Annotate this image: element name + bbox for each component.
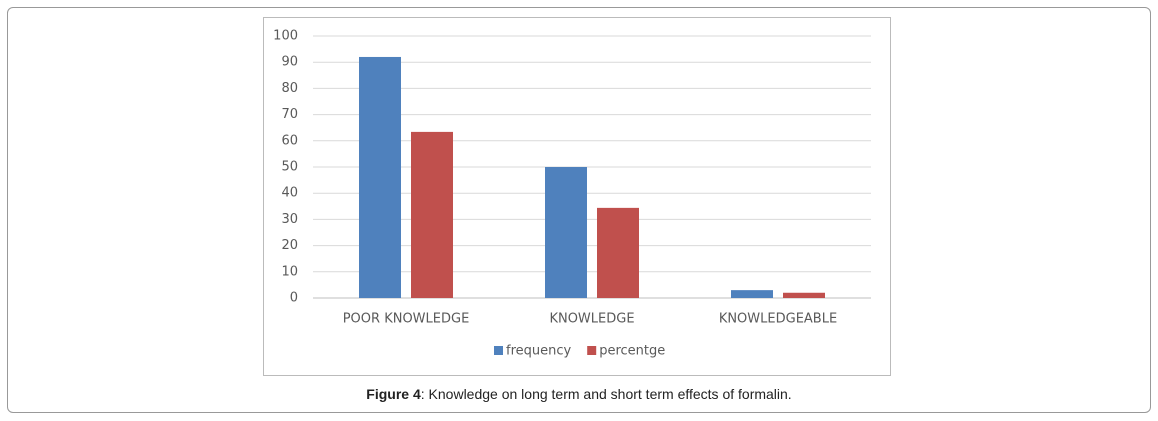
y-tick-label: 10	[281, 264, 298, 279]
caption-label: Figure 4	[366, 386, 421, 402]
y-tick-label: 30	[281, 212, 298, 227]
bar	[359, 56, 401, 299]
y-tick-label: 0	[290, 291, 298, 306]
bar	[411, 131, 453, 298]
figure-frame	[7, 7, 1151, 413]
legend-swatch	[494, 346, 503, 355]
bar	[731, 290, 773, 298]
y-tick-label: 40	[281, 186, 298, 201]
bar	[597, 207, 639, 298]
caption: Figure 4: Knowledge on long term and sho…	[0, 386, 1158, 402]
y-tick-label: 90	[281, 55, 298, 70]
y-tick-label: 70	[281, 107, 298, 122]
y-tick-label: 20	[281, 238, 298, 253]
caption-text: : Knowledge on long term and short term …	[420, 386, 792, 402]
y-tick-label: 80	[281, 81, 298, 96]
legend-label: percentge	[599, 344, 665, 359]
y-tick-label: 60	[281, 133, 298, 148]
legend-label: frequency	[506, 344, 572, 359]
legend-swatch	[587, 346, 597, 355]
x-tick-label: KNOWLEDGEABLE	[719, 312, 837, 327]
y-tick-label: 100	[273, 29, 298, 44]
bar	[783, 292, 825, 298]
x-tick-label: KNOWLEDGE	[549, 312, 634, 327]
bar	[545, 167, 587, 298]
y-tick-label: 50	[281, 160, 298, 175]
x-tick-label: POOR KNOWLEDGE	[343, 312, 470, 327]
